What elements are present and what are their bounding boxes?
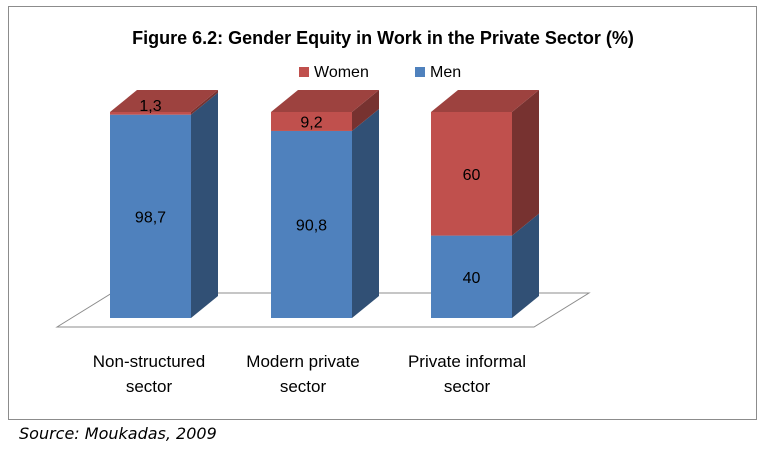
bar-men-1-side bbox=[191, 92, 218, 318]
data-label-women-3: 60 bbox=[463, 167, 481, 184]
x-tick-label-2-line-2: sector bbox=[280, 377, 327, 396]
legend: Women Men bbox=[299, 64, 461, 81]
data-label-men-2: 90,8 bbox=[296, 217, 327, 234]
bar-women-3 bbox=[431, 112, 512, 236]
bar-top-3 bbox=[431, 90, 539, 112]
bar-women-2 bbox=[271, 112, 352, 131]
bar-stack-2: 90,8 9,2 bbox=[271, 90, 379, 319]
data-label-men-3: 40 bbox=[463, 270, 481, 287]
x-tick-label-3-line-2: sector bbox=[444, 377, 491, 396]
x-tick-label-2-line-1: Modern private bbox=[246, 352, 359, 371]
bar-men-2 bbox=[271, 130, 352, 318]
bar-stack-1: 98,7 1,3 bbox=[110, 90, 218, 318]
x-tick-label-1-line-2: sector bbox=[126, 377, 173, 396]
data-label-women-1: 1,3 bbox=[139, 98, 161, 115]
chart-title: Figure 6.2: Gender Equity in Work in the… bbox=[132, 28, 634, 48]
legend-item-women: Women bbox=[299, 64, 369, 81]
source-note: Source: Moukadas, 2009 bbox=[19, 424, 217, 443]
bar-men-3-side bbox=[512, 213, 539, 318]
bar-men-3 bbox=[431, 235, 512, 318]
chart-frame: Figure 6.2: Gender Equity in Work in the… bbox=[8, 6, 757, 420]
legend-label-women: Women bbox=[314, 64, 369, 81]
legend-label-men: Men bbox=[430, 64, 461, 81]
data-label-women-2: 9,2 bbox=[300, 114, 322, 131]
stacked-bar-chart: Figure 6.2: Gender Equity in Work in the… bbox=[55, 28, 634, 396]
x-tick-label-1-line-1: Non-structured bbox=[93, 352, 205, 371]
x-axis-labels: Non-structured sector Modern private sector… bbox=[93, 352, 526, 396]
legend-swatch-men bbox=[415, 67, 425, 77]
data-label-men-1: 98,7 bbox=[135, 209, 166, 226]
bar-women-1-side bbox=[191, 90, 218, 115]
bar-men-2-side bbox=[352, 108, 379, 319]
bar-women-1 bbox=[110, 112, 191, 115]
legend-item-men: Men bbox=[415, 64, 461, 81]
bar-top-2 bbox=[271, 90, 379, 112]
legend-swatch-women bbox=[299, 67, 309, 77]
bar-stack-3: 40 60 bbox=[431, 90, 539, 318]
bars-group: 98,7 1,3 90,8 9,2 40 60 bbox=[110, 90, 539, 319]
bar-women-3-side bbox=[512, 90, 539, 236]
bar-top-1 bbox=[110, 90, 218, 112]
x-tick-label-3-line-1: Private informal bbox=[408, 352, 526, 371]
bar-women-2-side bbox=[352, 90, 379, 131]
bar-men-1 bbox=[110, 114, 191, 318]
